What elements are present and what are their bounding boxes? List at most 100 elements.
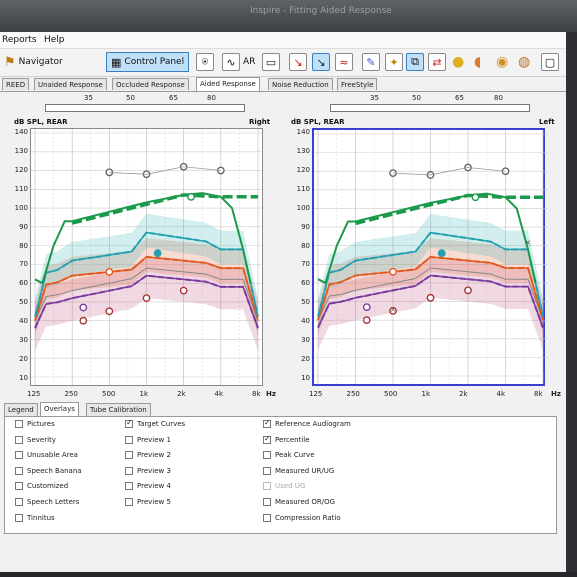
overlay-checkbox[interactable]: Preview 3 xyxy=(125,466,171,475)
x-marker: × xyxy=(390,305,397,314)
checkbox-label: Tinnitus xyxy=(27,513,55,522)
y-tick-label: 140 xyxy=(14,128,28,136)
ear-icon: ◖ xyxy=(474,54,482,70)
toolbar: ⚑ Navigator ▦ Control Panel ⍟ ∿ AR ▭ ↘ ↘… xyxy=(0,49,566,77)
left-x-unit: Hz xyxy=(551,390,561,398)
checkbox-box[interactable] xyxy=(125,451,133,460)
checkbox-box[interactable] xyxy=(15,466,23,475)
overlay-checkbox[interactable]: Unusable Area xyxy=(15,451,78,460)
tab-legend[interactable]: Legend xyxy=(4,403,38,416)
input-level-slider-right[interactable] xyxy=(45,104,245,112)
y-tick-label: 100 xyxy=(14,203,28,212)
audiogram-icon: ⍟ xyxy=(196,53,214,71)
tab-aided[interactable]: Aided Response xyxy=(196,77,260,91)
x-tick-label: 2k xyxy=(177,390,186,398)
input-level-slider-left[interactable] xyxy=(330,104,530,112)
red-curve-icon: ↘ xyxy=(289,53,307,71)
checkbox-box[interactable] xyxy=(15,420,23,428)
overlay-checkbox[interactable]: Target Curves xyxy=(125,418,186,428)
layout-tool[interactable]: ⧉ xyxy=(406,52,424,72)
audiogram-button[interactable]: ⍟ xyxy=(196,52,214,72)
checkbox-label: Target Curves xyxy=(137,420,186,428)
tab-reed[interactable]: REED xyxy=(2,78,30,90)
left-ear-plot[interactable]: × × xyxy=(312,128,563,386)
overlay-checkbox[interactable]: Preview 4 xyxy=(125,482,171,491)
target-curve-soft xyxy=(317,274,544,329)
right-ear-plot[interactable] xyxy=(30,128,277,386)
input-level-80-left: 80 xyxy=(494,94,503,102)
control-panel-button[interactable]: ▦ Control Panel xyxy=(106,52,190,72)
checkbox-box[interactable] xyxy=(125,435,133,444)
menu-help[interactable]: Help xyxy=(44,35,65,45)
navigator-label: Navigator xyxy=(18,57,63,67)
curve-tool-3[interactable]: ≈ xyxy=(335,52,353,72)
overlay-checkbox[interactable]: Speech Banana xyxy=(15,466,82,475)
curve-tool-2[interactable]: ↘ xyxy=(312,52,330,72)
checkbox-label: Customized xyxy=(27,482,69,491)
screen-button[interactable]: ▭ xyxy=(262,52,280,72)
checkbox-box[interactable] xyxy=(125,418,133,428)
gain-tool[interactable]: ✦ xyxy=(385,52,403,72)
settings-tool[interactable]: ▢ xyxy=(541,52,559,72)
bottom-panel: Legend Overlays Tube Calibration Picture… xyxy=(0,402,566,540)
ear-tool[interactable]: ◖ xyxy=(474,52,481,72)
overlay-checkbox[interactable]: Reference Audiogram xyxy=(263,418,351,428)
checkbox-box[interactable] xyxy=(263,482,271,491)
tab-tube-calibration[interactable]: Tube Calibration xyxy=(86,403,151,416)
checkbox-box[interactable] xyxy=(263,451,271,460)
overlay-checkbox[interactable]: Used UG xyxy=(263,482,305,491)
overlay-checkbox[interactable]: Peak Curve xyxy=(263,451,315,460)
tab-overlays[interactable]: Overlays xyxy=(40,402,79,416)
y-tick-label: 100 xyxy=(296,203,310,212)
sound-tool[interactable]: ◉ xyxy=(496,52,508,72)
tab-unaided[interactable]: Unaided Response xyxy=(34,78,107,90)
checkbox-box[interactable] xyxy=(125,498,133,506)
target-marker-loud xyxy=(153,249,162,258)
checkbox-label: Speech Letters xyxy=(27,498,80,506)
checkbox-box[interactable] xyxy=(263,434,271,444)
compare-tool[interactable]: ⇄ xyxy=(428,52,446,72)
checkbox-box[interactable] xyxy=(125,482,133,491)
input-level-65: 65 xyxy=(169,94,178,102)
checkbox-box[interactable] xyxy=(15,435,23,444)
overlay-checkbox[interactable]: Tinnitus xyxy=(15,513,55,522)
taskbar-strip xyxy=(0,572,577,577)
checkbox-box[interactable] xyxy=(15,482,23,491)
y-tick-label: 110 xyxy=(296,184,310,193)
tab-freestyle[interactable]: FreeStyle xyxy=(337,78,378,90)
overlay-checkbox[interactable]: Compression Ratio xyxy=(263,513,341,522)
checkbox-box[interactable] xyxy=(15,513,23,522)
overlay-checkbox[interactable]: Customized xyxy=(15,482,69,491)
overlay-checkbox[interactable]: Percentile xyxy=(263,434,310,444)
overlay-checkbox[interactable]: Severity xyxy=(15,435,56,444)
overlay-checkbox[interactable]: Pictures xyxy=(15,420,55,428)
overlay-checkbox[interactable]: Preview 1 xyxy=(125,435,171,444)
layout-icon: ⧉ xyxy=(406,53,424,71)
overlay-checkbox[interactable]: Preview 2 xyxy=(125,451,171,460)
tab-occluded[interactable]: Occluded Response xyxy=(112,78,189,90)
overlay-checkbox[interactable]: Measured OR/OG xyxy=(263,498,335,506)
curve-tool-1[interactable]: ↘ xyxy=(289,52,307,72)
menu-reports[interactable]: Reports xyxy=(2,35,37,45)
navigator-button[interactable]: ⚑ Navigator xyxy=(4,52,63,72)
checkbox-box[interactable] xyxy=(125,466,133,475)
pen-tool[interactable]: ✎ xyxy=(362,52,380,72)
checkbox-box[interactable] xyxy=(263,513,271,522)
menu-bar: Reports Help xyxy=(0,32,566,49)
checkbox-box[interactable] xyxy=(263,418,271,428)
checkbox-box[interactable] xyxy=(263,466,271,475)
checkbox-box[interactable] xyxy=(15,498,23,506)
bulb-tool[interactable]: ● xyxy=(452,52,464,72)
tab-noise-reduction[interactable]: Noise Reduction xyxy=(268,78,333,90)
y-tick-label: 40 xyxy=(19,317,28,326)
measured-curve-grey xyxy=(317,267,544,321)
ar-button[interactable]: ∿ AR xyxy=(222,52,255,72)
overlay-checkbox[interactable]: Measured UR/UG xyxy=(263,466,334,475)
overlay-checkbox[interactable]: Preview 5 xyxy=(125,498,171,506)
checkbox-box[interactable] xyxy=(15,451,23,460)
speaker-tool[interactable]: ◍ xyxy=(518,52,530,72)
ar-label: AR xyxy=(243,57,256,67)
checkbox-box[interactable] xyxy=(263,498,271,506)
x-tick-label: 8k xyxy=(534,390,543,398)
overlay-checkbox[interactable]: Speech Letters xyxy=(15,498,79,506)
